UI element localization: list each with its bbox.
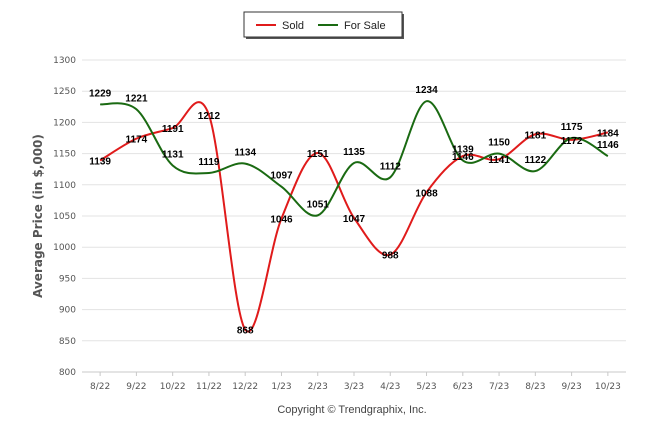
data-label-sold: 1088 <box>415 188 438 199</box>
x-tick-label: 6/23 <box>453 382 473 392</box>
data-label-for-sale: 1122 <box>524 155 546 166</box>
data-label-sold: 1141 <box>488 155 510 166</box>
x-tick-label: 10/22 <box>160 382 186 392</box>
y-tick-label: 850 <box>59 337 76 347</box>
y-tick-label: 1000 <box>53 243 76 253</box>
x-tick-label: 12/22 <box>232 382 258 392</box>
data-label-sold: 1146 <box>452 152 474 163</box>
series-lines <box>99 100 609 333</box>
y-tick-label: 900 <box>59 306 76 316</box>
y-tick-label: 1200 <box>53 118 76 128</box>
copyright-text: Copyright © Trendgraphix, Inc. <box>277 404 426 416</box>
x-tick-label: 7/23 <box>489 382 509 392</box>
data-label-for-sale: 1131 <box>162 149 184 160</box>
data-label-sold: 1181 <box>524 130 546 141</box>
y-tick-label: 1100 <box>53 181 76 191</box>
x-tick-label: 11/22 <box>196 382 222 392</box>
legend-label-for-sale: For Sale <box>344 20 386 32</box>
data-label-for-sale: 1229 <box>89 88 112 99</box>
x-tick-label: 2/23 <box>308 382 328 392</box>
legend: Sold For Sale <box>243 11 404 39</box>
series-line-for-sale <box>99 100 609 217</box>
data-label-for-sale: 1135 <box>343 147 365 158</box>
y-tick-label: 1300 <box>53 56 76 66</box>
data-label-sold: 1172 <box>561 136 583 147</box>
y-tick-label: 950 <box>59 274 76 284</box>
x-tick-label: 4/23 <box>380 382 400 392</box>
data-label-sold: 1174 <box>126 135 148 146</box>
data-label-for-sale: 1175 <box>561 122 583 133</box>
series-line-sold <box>99 101 609 333</box>
data-label-sold: 1184 <box>597 128 619 139</box>
x-tick-label: 5/23 <box>416 382 436 392</box>
data-label-for-sale: 1150 <box>488 138 510 149</box>
legend-label-sold: Sold <box>282 20 304 32</box>
data-label-for-sale: 1221 <box>125 93 148 104</box>
data-label-sold: 1046 <box>270 214 293 225</box>
data-label-sold: 1139 <box>89 156 111 167</box>
y-tick-label: 1050 <box>53 212 76 222</box>
y-tick-label: 1150 <box>53 150 76 160</box>
data-label-for-sale: 1139 <box>452 144 474 155</box>
x-tick-label: 8/23 <box>525 382 545 392</box>
data-label-sold: 1151 <box>307 149 329 160</box>
x-tick-label: 10/23 <box>595 382 621 392</box>
data-label-sold: 1212 <box>198 111 221 122</box>
y-axis-ticks: 800 850 900 950 1000 1050 1100 1150 1200 1250 1300 <box>53 56 76 378</box>
x-tick-label: 1/23 <box>271 382 291 392</box>
data-label-for-sale: 1146 <box>597 140 619 151</box>
data-label-sold: 868 <box>237 326 254 337</box>
y-axis-label: Average Price (in $,000) <box>31 134 45 298</box>
data-label-for-sale: 1119 <box>198 157 220 168</box>
y-tick-label: 800 <box>59 368 76 378</box>
x-tick-label: 8/22 <box>90 382 110 392</box>
x-tick-label: 9/22 <box>126 382 146 392</box>
data-label-sold: 1191 <box>162 124 184 135</box>
x-axis-ticks: 8/22 9/22 10/22 11/22 12/22 1/23 2/23 3/23 4/23 5… <box>90 372 621 392</box>
data-label-for-sale: 1134 <box>234 148 256 159</box>
x-tick-label: 9/23 <box>561 382 581 392</box>
data-label-sold: 988 <box>382 251 399 262</box>
data-label-for-sale: 1234 <box>415 85 438 96</box>
data-label-for-sale: 1051 <box>307 199 330 210</box>
data-label-for-sale: 1097 <box>270 171 293 182</box>
data-label-sold: 1047 <box>343 214 366 225</box>
y-tick-label: 1250 <box>53 87 76 97</box>
x-tick-label: 3/23 <box>344 382 364 392</box>
data-labels: 1139 1174 1191 1212 868 1046 1151 1047 988 1088 11… <box>89 85 619 336</box>
data-label-for-sale: 1112 <box>380 161 402 172</box>
